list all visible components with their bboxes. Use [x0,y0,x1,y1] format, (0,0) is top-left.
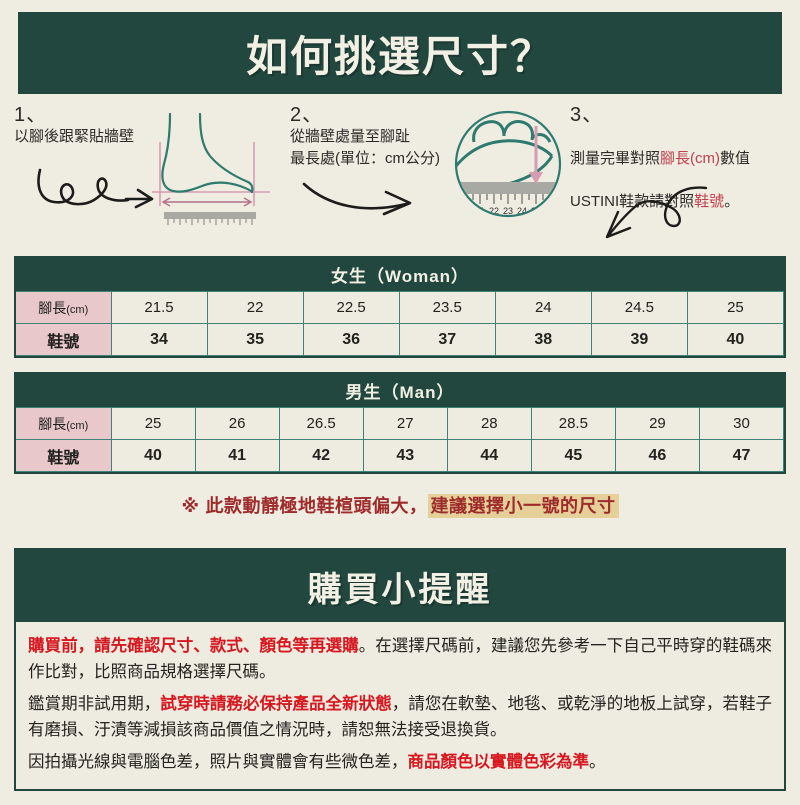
cell-shoe-size: 41 [194,439,280,472]
row-label-shoe-size: 鞋號 [16,439,112,472]
cell-foot-length: 27 [362,407,448,440]
cell-foot-length: 25 [110,407,196,440]
cell-shoe-size: 47 [698,439,785,472]
step-3-description-line2: USTINI鞋款請對照鞋號。 [570,170,800,214]
step-3-description-line1: 測量完畢對照腳長(cm)數值 [570,126,800,170]
magnified-ruler-circle-icon: 20 21 22 23 24 25 [452,108,564,220]
purchase-reminder-header: 購買小提醒 [16,550,784,622]
size-table-woman-grid: 腳長(cm) 21.5 22 22.5 23.5 24 24.5 25 鞋號 3… [16,291,785,356]
purchase-reminder-body: 購買前，請先確認尺寸、款式、顏色等再選購。在選擇尺碼前，建議您先參考一下自己平時… [16,622,784,791]
reminder-paragraph-2: 鑑賞期非試用期，試穿時請務必保持產品全新狀態，請您在軟墊、地毯、或乾淨的地板上試… [28,692,772,743]
reminder-p2-emphasis: 試穿時請務必保持產品全新狀態 [160,695,392,714]
size-table-woman: 女生（Woman） 腳長(cm) 21.5 22 22.5 23.5 24 24… [14,256,786,358]
cell-shoe-size: 40 [110,439,196,472]
step-1: 1、 以腳後跟緊貼牆壁 [14,104,284,148]
purchase-reminder-box: 購買小提醒 購買前，請先確認尺寸、款式、顏色等再選購。在選擇尺碼前，建議您先參考… [14,548,786,791]
reminder-p2-rest: ，請您在軟墊、地毯、或乾淨的地板上試穿，若鞋子有磨損、汙漬等減損該商品價值之情況… [28,695,773,739]
cell-shoe-size: 37 [398,323,496,356]
svg-text:23: 23 [503,206,513,216]
step-3-number: 3、 [570,104,604,126]
step-3-text-a: 測量完畢對照 [570,149,661,167]
cell-foot-length: 24 [494,291,592,324]
svg-text:22: 22 [489,206,499,216]
table-row-shoe-size: 鞋號 34 35 36 37 38 39 40 [16,323,785,356]
reminder-p1-rest: 。在選擇尺碼前，建議您先參考一下自己平時穿的鞋碼來作比對，比照商品規格選擇尺碼。 [28,637,773,681]
step-3-text-b: 數值 [720,149,751,167]
reminder-p2-lead: 鑑賞期非試用期， [28,695,161,714]
cell-shoe-size: 38 [494,323,592,356]
step-2-number: 2、 [290,104,324,126]
row-label-shoe-size: 鞋號 [16,323,112,356]
squiggly-arrow-right-icon [28,166,178,218]
svg-text:24: 24 [517,206,527,216]
table-row-shoe-size: 鞋號 40 41 42 43 44 45 46 47 [16,439,785,472]
cell-foot-length: 28 [446,407,532,440]
row-label-foot-length-main: 腳長 [38,415,67,432]
reminder-paragraph-1: 購買前，請先確認尺寸、款式、顏色等再選購。在選擇尺碼前，建議您先參考一下自己平時… [28,634,772,685]
row-label-foot-length-unit: (cm) [66,419,89,432]
cell-shoe-size: 39 [590,323,688,356]
reminder-p3-lead: 因拍攝光線與電腦色差，照片與實體會有些微色差， [28,753,408,772]
cell-foot-length: 30 [698,407,785,440]
size-table-man: 男生（Man） 腳長(cm) 25 26 26.5 27 28 28.5 29 … [14,372,786,474]
svg-text:20: 20 [461,206,471,216]
cell-foot-length: 26 [194,407,280,440]
step-3-text-c: USTINI鞋款請對照 [570,193,695,211]
sizing-warning-note: ※ 此款動靜極地鞋楦頭偏大， 建議選擇小一號的尺寸 [0,492,800,518]
step-2: 2、 從牆壁處量至腳趾 最長處(單位：cm公分) [290,104,480,170]
cell-shoe-size: 45 [530,439,616,472]
cell-foot-length: 23.5 [398,291,496,324]
size-table-man-grid: 腳長(cm) 25 26 26.5 27 28 28.5 29 30 鞋號 40… [16,407,785,472]
table-row-foot-length: 腳長(cm) 25 26 26.5 27 28 28.5 29 30 [16,407,785,440]
row-label-foot-length: 腳長(cm) [16,407,112,440]
step-3-foot-length-highlight: 腳長(cm) [660,149,721,167]
cell-foot-length: 25 [686,291,785,324]
sizing-warning-highlight: 建議選擇小一號的尺寸 [427,494,619,518]
size-table-woman-caption: 女生（Woman） [16,258,784,291]
step-1-number: 1、 [14,104,48,126]
reminder-p1-emphasis: 購買前，請先確認尺寸、款式、顏色等再選購 [28,637,359,655]
cell-shoe-size: 46 [614,439,700,472]
purchase-reminder-heading: 購買小提醒 [307,570,493,609]
foot-side-profile-icon [148,106,278,236]
row-label-foot-length: 腳長(cm) [16,291,112,324]
cell-shoe-size: 34 [110,323,208,356]
table-row-foot-length: 腳長(cm) 21.5 22 22.5 23.5 24 24.5 25 [16,291,785,324]
cell-foot-length: 22.5 [302,291,400,324]
page-title-banner: 如何挑選尺寸？ [18,12,782,94]
measurement-steps: 1、 以腳後跟緊貼牆壁 [0,104,800,246]
page-title: 如何挑選尺寸？ [245,32,554,80]
cell-shoe-size: 44 [446,439,532,472]
cell-shoe-size: 40 [686,323,785,356]
step-2-description-line2: 最長處(單位：cm公分) [290,149,440,167]
step-3: 3、 測量完畢對照腳長(cm)數值 USTINI鞋款請對照鞋號。 [570,104,800,213]
row-label-foot-length-unit: (cm) [66,303,89,316]
cell-shoe-size: 36 [302,323,400,356]
cell-shoe-size: 43 [362,439,448,472]
size-table-man-caption: 男生（Man） [16,374,784,407]
cell-shoe-size: 35 [206,323,304,356]
step-3-text-d: 。 [724,193,740,211]
cell-foot-length: 29 [614,407,700,440]
step-1-description: 以腳後跟緊貼牆壁 [14,128,135,145]
squiggly-arrow-right-icon [300,176,450,222]
step-3-shoe-size-highlight: 鞋號 [694,193,725,211]
row-label-foot-length-main: 腳長 [38,299,67,316]
cell-foot-length: 22 [206,291,304,324]
cell-shoe-size: 42 [278,439,364,472]
step-2-description-line1: 從牆壁處量至腳趾 [290,128,411,145]
reminder-p3-rest: 。 [589,753,606,772]
reminder-p3-emphasis: 商品顏色以實體色彩為準 [407,753,590,772]
reminder-paragraph-3: 因拍攝光線與電腦色差，照片與實體會有些微色差，商品顏色以實體色彩為準。 [28,750,772,776]
squiggly-arrow-down-left-icon [588,182,718,240]
cell-foot-length: 24.5 [590,291,688,324]
cell-foot-length: 28.5 [530,407,616,440]
cell-foot-length: 26.5 [278,407,364,440]
asterisk-mark-icon: ※ [181,496,200,516]
cell-foot-length: 21.5 [110,291,208,324]
sizing-warning-text: 此款動靜極地鞋楦頭偏大， [205,496,428,516]
